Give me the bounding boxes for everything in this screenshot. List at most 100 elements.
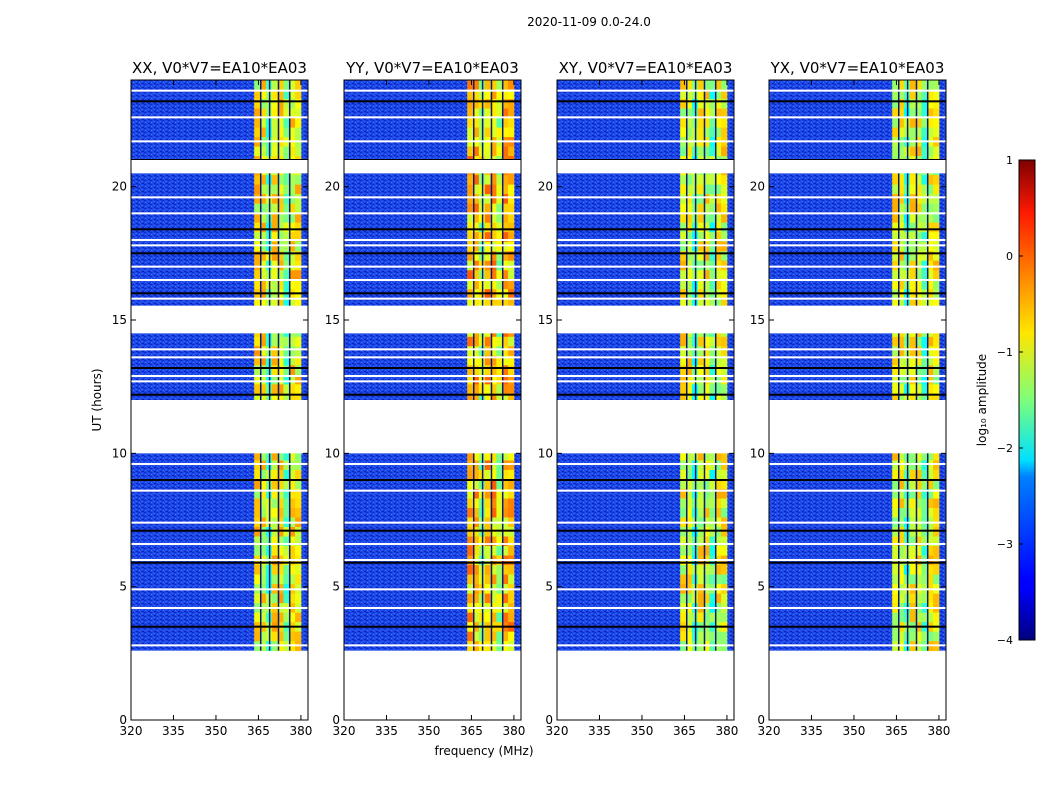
heatmap-cell [283, 536, 290, 547]
heatmap-cell [271, 241, 278, 252]
heatmap-cell [484, 279, 491, 290]
heatmap-cell [680, 108, 687, 119]
heatmap-cell [686, 527, 693, 537]
heatmap-cell [271, 612, 278, 623]
heatmap-cell [709, 222, 716, 233]
heatmap-cell [484, 365, 491, 376]
heatmap-cell [686, 460, 693, 471]
heatmap-cell [467, 508, 474, 518]
y-tick-label: 5 [332, 580, 340, 594]
heatmap-cell [915, 546, 922, 556]
heatmap-cell [892, 80, 899, 90]
heatmap-cell [709, 99, 716, 109]
heatmap-cell [508, 450, 515, 461]
heatmap-cell [484, 393, 491, 404]
heatmap-cell [898, 80, 905, 90]
flag-row [769, 116, 946, 119]
heatmap-cell [254, 203, 261, 214]
heatmap-cell [927, 194, 934, 205]
heatmap-cell [898, 346, 905, 357]
heatmap-cell [933, 108, 940, 119]
flag-row [557, 356, 734, 359]
heatmap-cell [277, 469, 284, 480]
heatmap-cell [721, 80, 728, 90]
heatmap-cell [721, 469, 728, 480]
heatmap-cell [680, 488, 687, 499]
heatmap-cell [271, 203, 278, 214]
heatmap-cell [490, 184, 497, 195]
heatmap-cell [703, 450, 710, 461]
heatmap-cell [892, 127, 899, 138]
heatmap-cell [715, 374, 722, 385]
heatmap-cell [697, 89, 704, 100]
heatmap-cell [295, 450, 302, 461]
flag-row [131, 543, 308, 545]
heatmap-cell [921, 450, 928, 461]
heatmap-cell [260, 260, 267, 271]
heatmap-cell [709, 374, 716, 385]
heatmap-cell [496, 222, 503, 233]
heatmap-cell [502, 118, 509, 128]
flag-row [344, 463, 521, 465]
gap-row [769, 416, 946, 454]
heatmap-cell [289, 184, 296, 195]
heatmap-cell [467, 384, 474, 395]
heatmap-cell [277, 175, 284, 186]
flag-row [344, 297, 521, 300]
heatmap-cell [508, 365, 515, 376]
heatmap-cell [260, 175, 267, 186]
heatmap-cell [680, 365, 687, 376]
heatmap-cell [898, 232, 905, 243]
heatmap-cell [715, 194, 722, 205]
heatmap-cell [686, 508, 693, 518]
flag-row [344, 607, 521, 609]
heatmap-cell [680, 593, 687, 604]
heatmap-cell [502, 270, 509, 281]
heatmap-cell [277, 355, 284, 366]
heatmap-cell [508, 213, 515, 224]
heatmap-cell [709, 279, 716, 290]
heatmap-cell [496, 194, 503, 205]
heatmap-cell [892, 146, 899, 157]
heatmap-cell [721, 127, 728, 138]
heatmap-cell [496, 498, 503, 509]
heatmap-cell [496, 118, 503, 128]
heatmap-cell [715, 222, 722, 233]
heatmap-cell [933, 355, 940, 366]
heatmap-cell [295, 260, 302, 271]
heatmap-cell [508, 527, 515, 537]
flag-row [769, 196, 946, 199]
heatmap-cell [927, 508, 934, 518]
heatmap-cell [283, 393, 290, 404]
flag-row [769, 463, 946, 465]
heatmap-cell [490, 374, 497, 385]
heatmap-cell [277, 232, 284, 243]
heatmap-cell [508, 574, 515, 585]
heatmap-cell [915, 574, 922, 585]
heatmap-cell [909, 479, 916, 490]
heatmap-cell [254, 175, 261, 186]
heatmap-cell [502, 298, 509, 309]
heatmap-cell [467, 127, 474, 138]
heatmap-cell [277, 146, 284, 157]
heatmap-cell [697, 574, 704, 585]
flag-row [769, 521, 946, 524]
heatmap-cell [715, 175, 722, 186]
heatmap-cell [496, 260, 503, 271]
flag-row [769, 644, 946, 647]
heatmap-cell [502, 631, 509, 642]
heatmap-cell [490, 365, 497, 376]
gap-row [131, 400, 308, 416]
heatmap-cell [909, 450, 916, 461]
heatmap-cell [680, 460, 687, 471]
heatmap-cell [254, 232, 261, 243]
heatmap-cell [892, 346, 899, 357]
heatmap-cell [283, 593, 290, 604]
heatmap-cell [295, 384, 302, 395]
x-tick-label: 320 [120, 724, 143, 738]
heatmap-cell [921, 536, 928, 547]
heatmap-cell [721, 99, 728, 109]
heatmap-cell [484, 593, 491, 604]
heatmap-cell [496, 450, 503, 461]
heatmap-cell [484, 203, 491, 214]
